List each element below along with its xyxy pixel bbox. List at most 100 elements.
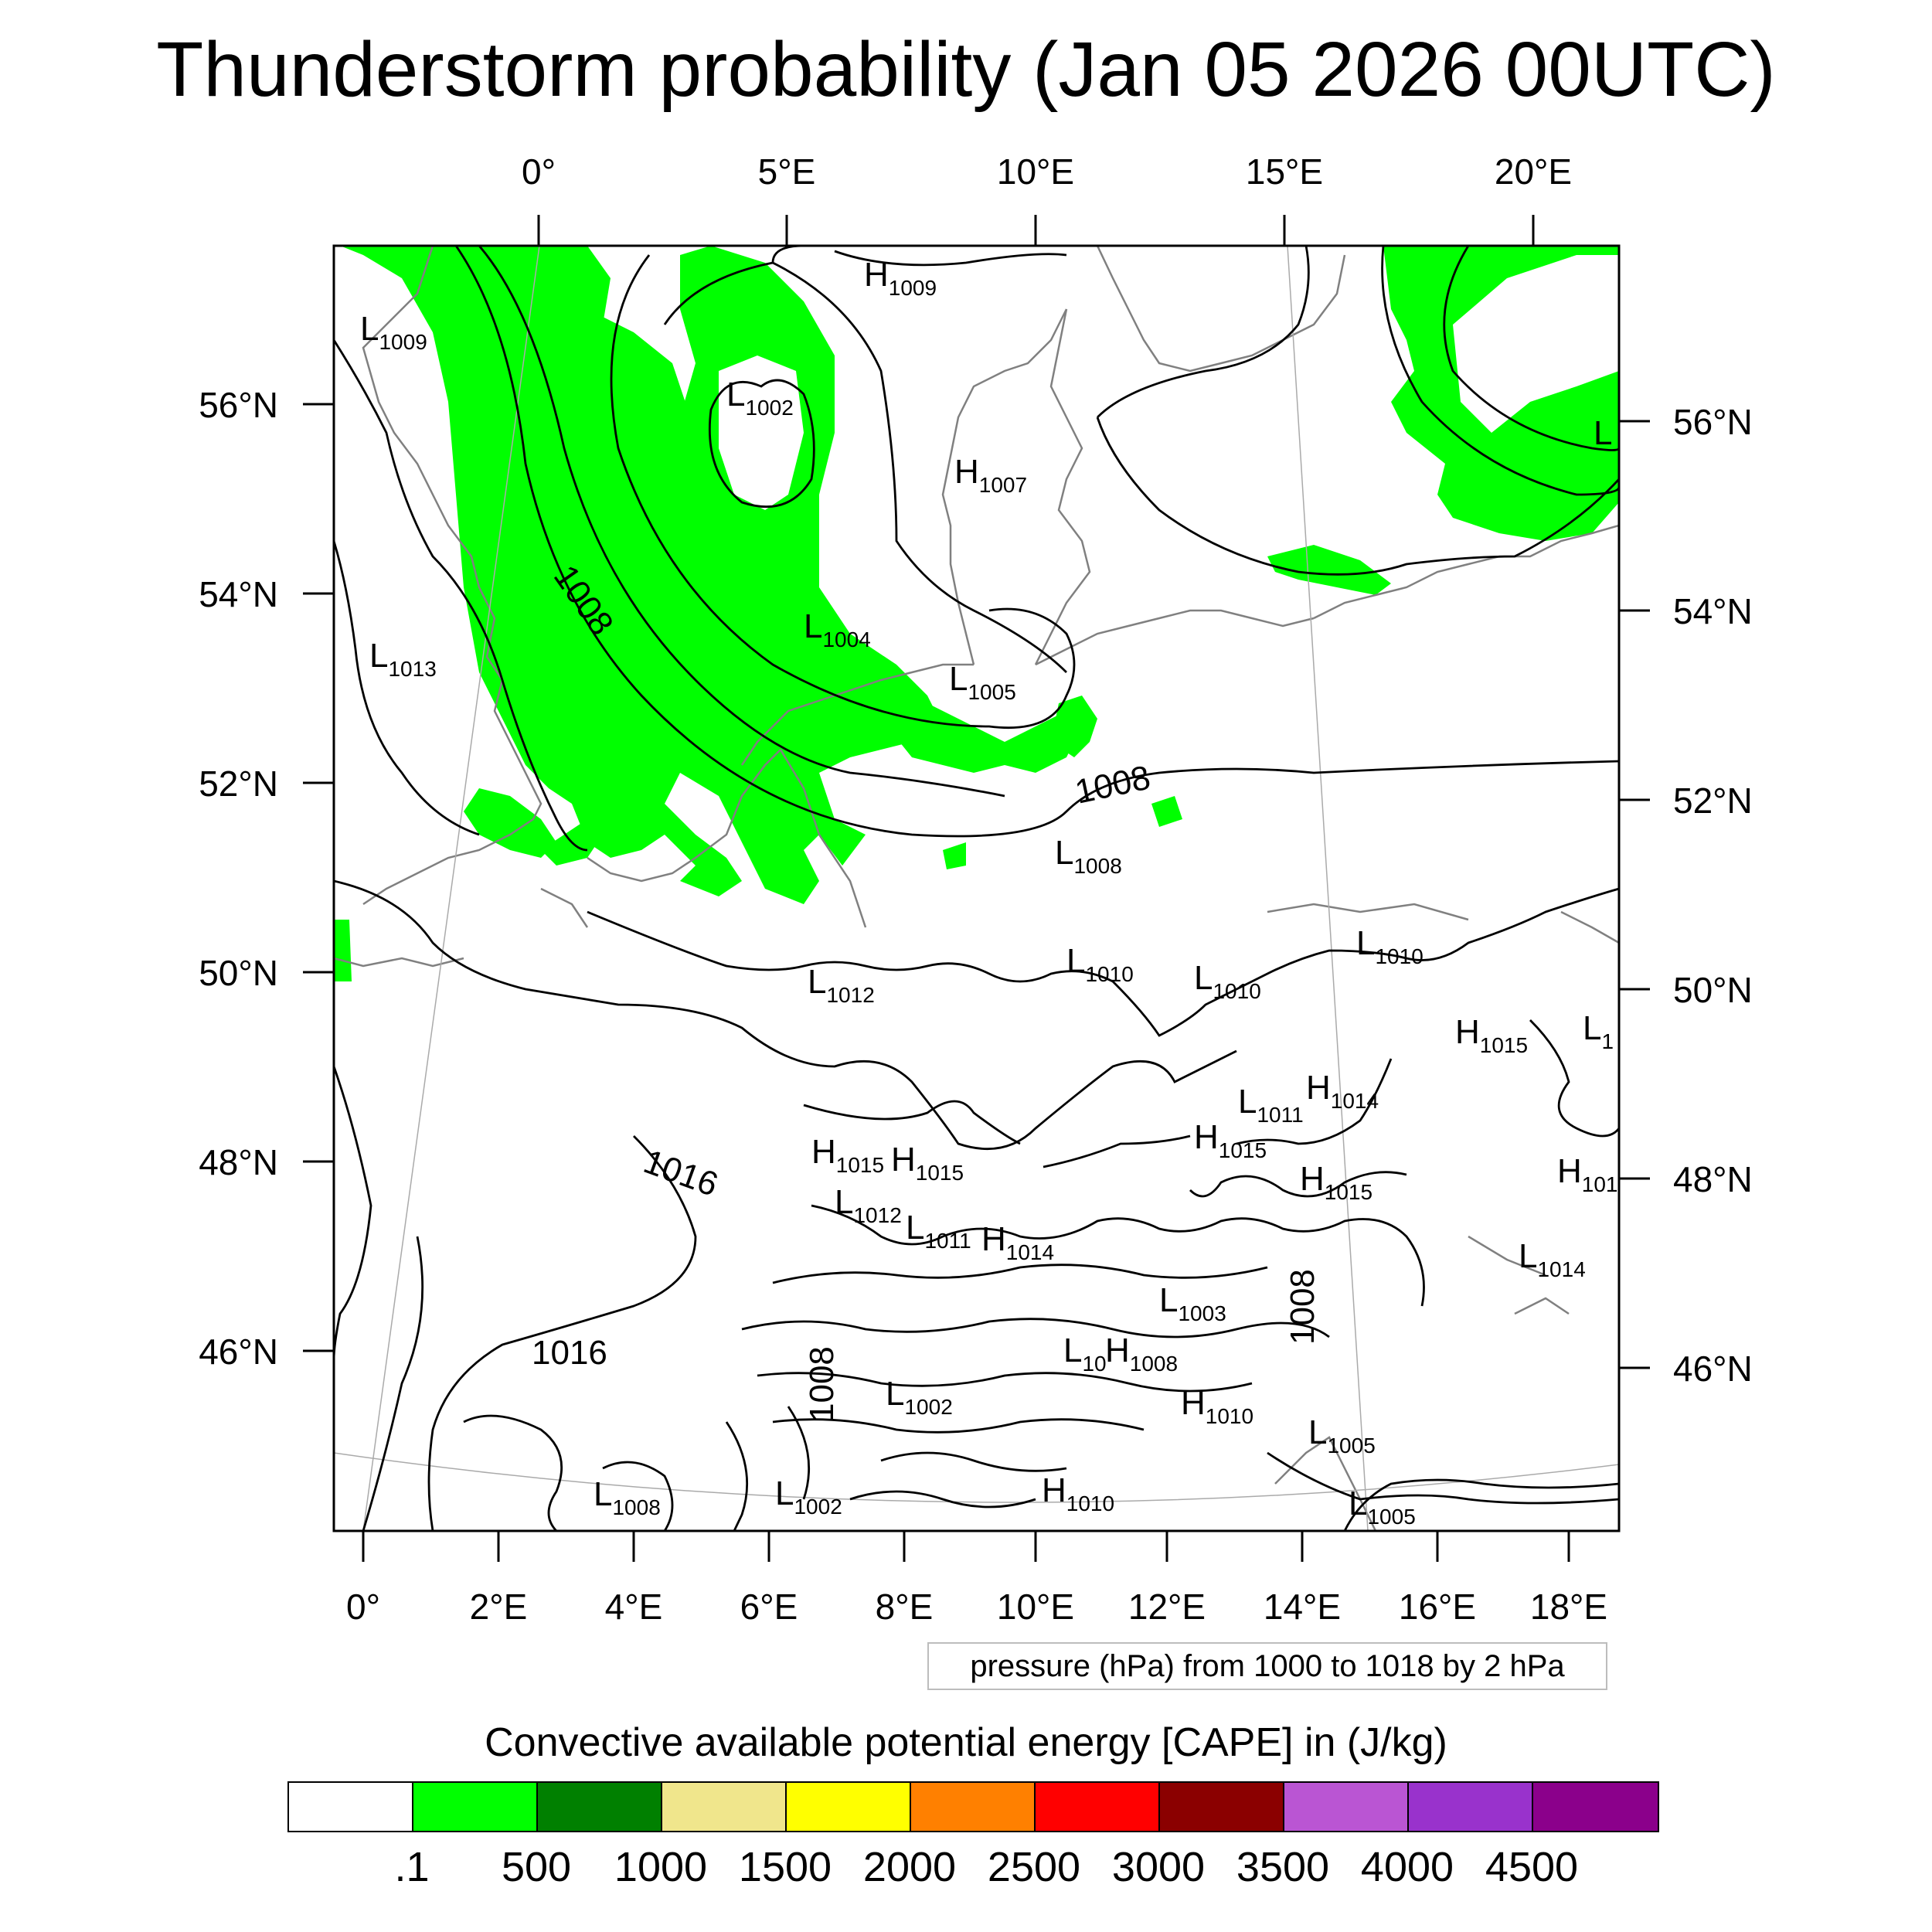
cape-area-small-1 bbox=[1151, 796, 1182, 827]
parallel-45n bbox=[334, 1452, 1619, 1503]
low-pressure-label: L1012 bbox=[808, 963, 875, 1007]
meridian-0 bbox=[362, 246, 540, 1531]
high-pressure-label: H1015 bbox=[811, 1133, 884, 1177]
isobar-36 bbox=[880, 1451, 1067, 1472]
isobar-label: 1016 bbox=[532, 1334, 607, 1372]
isobar-18 bbox=[362, 1236, 424, 1531]
bottom-lon-label: 14°E bbox=[1264, 1587, 1341, 1627]
low-pressure-label: L1 bbox=[1583, 1009, 1614, 1053]
colorbar-swatch bbox=[538, 1783, 662, 1831]
colorbar-tick-label: 4000 bbox=[1360, 1844, 1454, 1890]
coastline-germany-baltic bbox=[1035, 609, 1315, 666]
left-lat-label: 52°N bbox=[199, 764, 278, 804]
low-pressure-label: L1008 bbox=[1055, 834, 1122, 878]
low-pressure-label: L1004 bbox=[804, 607, 871, 651]
isobar-label: 1008 bbox=[803, 1346, 841, 1422]
top-lon-labels: 0° 5°E 10°E 15°E 20°E bbox=[522, 151, 1572, 192]
isobar-25 bbox=[811, 1204, 1425, 1307]
colorbar-labels: .1 500 1000 1500 2000 2500 3000 3500 4000 4500 bbox=[0, 1843, 1932, 1897]
border-6 bbox=[1514, 1297, 1570, 1315]
colorbar-swatch bbox=[1036, 1783, 1160, 1831]
left-lat-label: 48°N bbox=[199, 1142, 278, 1182]
isobar-33 bbox=[1343, 1478, 1619, 1531]
meridian-15e bbox=[1287, 246, 1369, 1531]
low-pressure-label: L1005 bbox=[949, 660, 1016, 704]
bottom-lon-label: 18°E bbox=[1530, 1587, 1607, 1627]
colorbar bbox=[287, 1781, 1659, 1832]
right-lat-label: 46°N bbox=[1673, 1349, 1753, 1389]
cape-gap bbox=[719, 255, 1619, 510]
top-lon-label: 10°E bbox=[997, 151, 1074, 192]
isobar-16 bbox=[587, 887, 1619, 1037]
coastline-france-north bbox=[587, 749, 781, 883]
high-pressure-label: H1014 bbox=[981, 1220, 1054, 1264]
isobar-10 bbox=[334, 540, 480, 836]
isobar-30 bbox=[725, 1421, 749, 1531]
colorbar-swatch bbox=[1409, 1783, 1533, 1831]
isobar-label: 1008 bbox=[1284, 1269, 1321, 1345]
cape-gap-northeast bbox=[1453, 255, 1619, 433]
top-lon-label: 15°E bbox=[1246, 151, 1323, 192]
high-pressure-label: H1015 bbox=[1455, 1013, 1528, 1057]
cape-area-baltic bbox=[1267, 545, 1391, 595]
right-lat-label: 50°N bbox=[1673, 970, 1753, 1010]
colorbar-swatch bbox=[787, 1783, 911, 1831]
isobar-35 bbox=[602, 1461, 674, 1531]
colorbar-tick-label: 4500 bbox=[1485, 1844, 1579, 1890]
high-pressure-label: H1015 bbox=[1300, 1160, 1372, 1204]
left-lat-label: 46°N bbox=[199, 1332, 278, 1372]
colorbar-tick-label: 1500 bbox=[738, 1844, 832, 1890]
low-pressure-label: L1014 bbox=[1519, 1237, 1586, 1281]
isobar-24 bbox=[1529, 1019, 1619, 1138]
bottom-lon-labels: 0° 2°E 4°E 6°E 8°E 10°E 12°E 14°E 16°E 1… bbox=[346, 1587, 1607, 1627]
isobar-1 bbox=[454, 246, 1619, 838]
low-pressure-label: L1002 bbox=[886, 1375, 953, 1419]
coastline-denmark-east bbox=[1034, 308, 1091, 665]
low-pressure-label: L1009 bbox=[360, 310, 427, 354]
isobar-37 bbox=[849, 1490, 1036, 1509]
right-lat-labels: 56°N 54°N 52°N 50°N 48°N 46°N bbox=[1673, 402, 1753, 1389]
low-pressure-label: L1011 bbox=[1238, 1083, 1304, 1127]
low-pressure-label: L1011 bbox=[906, 1209, 971, 1253]
isobar-11 bbox=[1096, 417, 1619, 576]
isobar-labels: 1008 1008 1016 1016 1008 1008 bbox=[532, 559, 1321, 1422]
isobar-12 bbox=[1381, 246, 1619, 496]
low-pressure-label: L1010 bbox=[1194, 959, 1261, 1003]
isobar-8 bbox=[834, 250, 1067, 267]
colorbar-swatch bbox=[289, 1783, 413, 1831]
high-pressure-label: H1007 bbox=[954, 453, 1027, 497]
low-pressure-label: L1002 bbox=[726, 376, 794, 420]
graticule bbox=[334, 246, 1619, 1531]
isobar-7 bbox=[708, 379, 815, 509]
right-lat-label: 48°N bbox=[1673, 1159, 1753, 1199]
border-2 bbox=[540, 887, 589, 928]
contour-info-box: pressure (hPa) from 1000 to 1018 by 2 hP… bbox=[927, 1642, 1607, 1690]
isobar-17 bbox=[334, 1066, 372, 1361]
cape-area-small-2 bbox=[943, 842, 966, 869]
colorbar-tick-label: 2000 bbox=[862, 1844, 957, 1890]
bottom-lon-label: 8°E bbox=[876, 1587, 934, 1627]
low-pressure-label: L1003 bbox=[1159, 1281, 1226, 1325]
low-pressure-label: L1005 bbox=[1308, 1413, 1376, 1458]
colorbar-swatch bbox=[1533, 1783, 1658, 1831]
isobar-15 bbox=[334, 879, 1237, 1151]
low-pressure-label: L1005 bbox=[1349, 1485, 1416, 1529]
isobar-label: 1016 bbox=[639, 1142, 723, 1204]
isobar-23 bbox=[1236, 1058, 1393, 1145]
colorbar-tick-label: 500 bbox=[501, 1844, 572, 1890]
bottom-lon-label: 0° bbox=[346, 1587, 380, 1627]
coastline-sweden bbox=[1096, 246, 1346, 372]
left-lat-label: 54°N bbox=[199, 574, 278, 614]
isobar-5 bbox=[772, 261, 1067, 673]
colorbar-tick-label: 3500 bbox=[1236, 1844, 1330, 1890]
isobar-34 bbox=[463, 1414, 563, 1531]
low-pressure-label: L1010 bbox=[1066, 942, 1134, 986]
high-pressure-label: H101 bbox=[1557, 1152, 1618, 1196]
isobar-31 bbox=[787, 1406, 811, 1500]
axis-ticks bbox=[303, 215, 1650, 1562]
low-pressure-label: L bbox=[1594, 414, 1612, 452]
bottom-lon-label: 4°E bbox=[605, 1587, 663, 1627]
isobar-2 bbox=[478, 246, 1005, 798]
high-pressure-label: H1010 bbox=[1181, 1384, 1253, 1428]
